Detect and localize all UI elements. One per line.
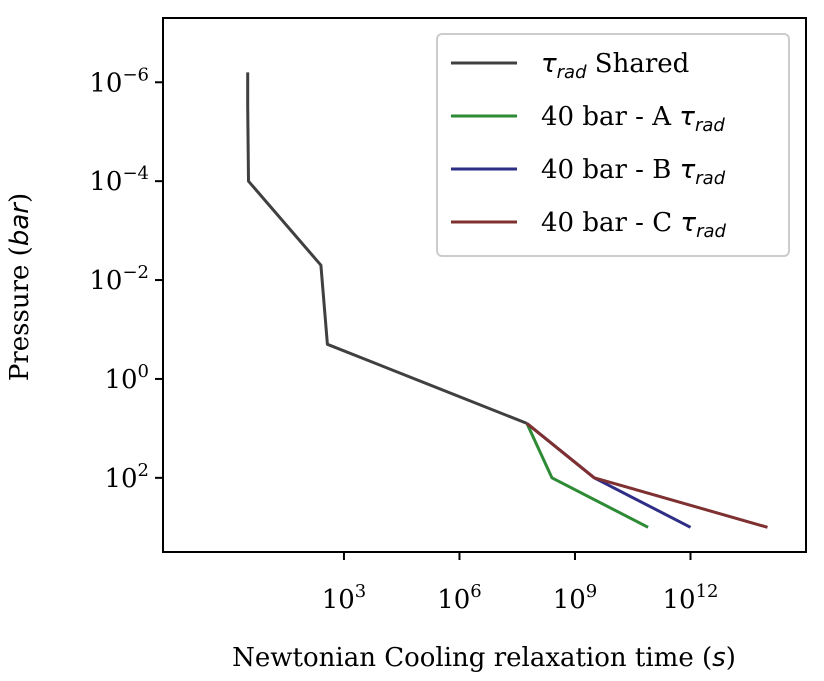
y-tick-label: 102 [104,460,149,494]
y-tick-label: 10−4 [89,163,149,197]
y-tick-label: 10−6 [89,64,149,98]
legend-box [436,33,790,257]
series-layer [246,72,768,529]
y-tick-label: 100 [104,361,149,395]
legend-label: τrad Shared [541,49,689,83]
x-tick-label: 106 [437,581,482,615]
series-line-40-bar-a [525,422,649,529]
y-axis-label: Pressure (bar) [5,193,35,381]
legend-label: 40 bar - A τrad [541,102,725,136]
series-line-40-bar-c [525,422,768,529]
x-tick-label: 109 [553,581,598,615]
x-tick-label: 1012 [662,581,718,615]
y-tick-label: 10−2 [89,262,149,296]
x-axis-label: Newtonian Cooling relaxation time (s) [232,643,736,673]
legend-label: 40 bar - B τrad [541,155,726,189]
series-line-shared [246,72,528,425]
legend-label: 40 bar - C τrad [541,208,726,242]
legend: τrad Shared 40 bar - A τrad 40 bar - B τra… [436,33,790,257]
plot-frame [162,17,807,553]
ticks-layer: 103 106 109 1012 10−6 10−4 10−2 100 102 [89,64,718,615]
x-tick-label: 103 [322,581,367,615]
